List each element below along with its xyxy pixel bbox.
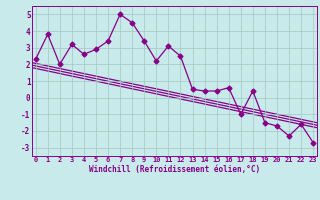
X-axis label: Windchill (Refroidissement éolien,°C): Windchill (Refroidissement éolien,°C) xyxy=(89,165,260,174)
